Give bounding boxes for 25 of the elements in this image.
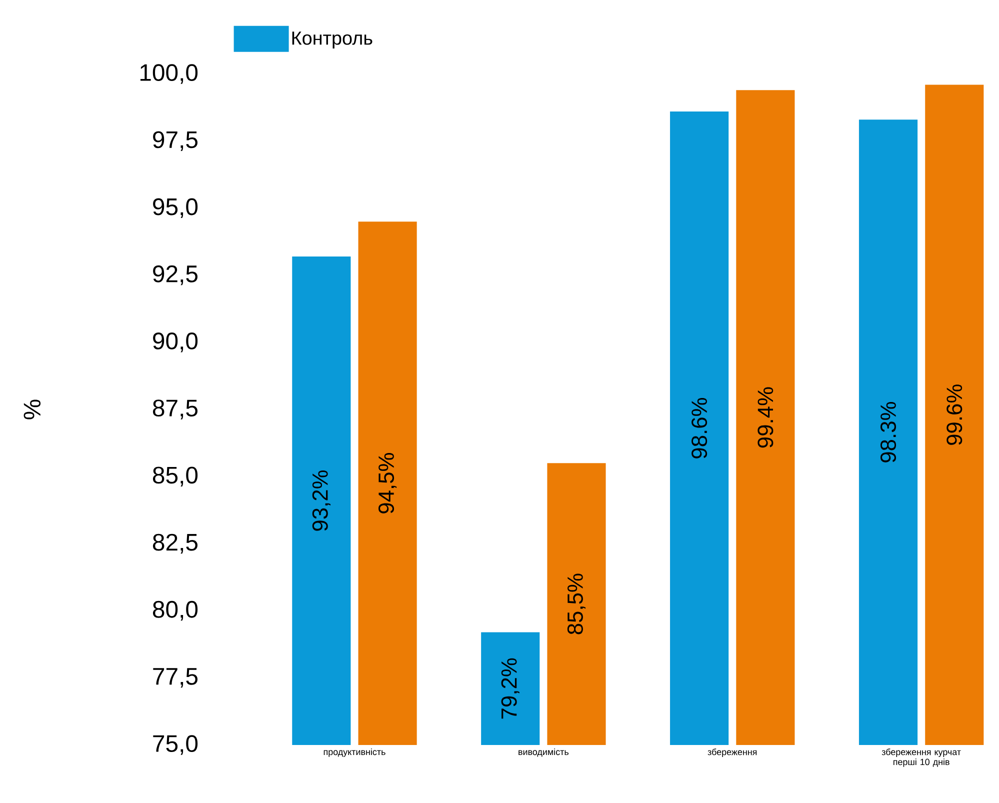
y-tick-label: 82,5 bbox=[152, 534, 198, 554]
data-label: 85,5% bbox=[567, 574, 586, 634]
x-tick-label: виводимість bbox=[518, 748, 569, 757]
x-tick-label: продуктивність bbox=[324, 748, 386, 757]
legend-label: Контроль bbox=[292, 32, 372, 49]
y-tick-label: 80,0 bbox=[152, 600, 198, 621]
x-tick-label: збереження курчат перші 10 днів bbox=[882, 748, 961, 767]
y-tick-label: 100,0 bbox=[140, 64, 198, 84]
y-tick-label: 75,0 bbox=[153, 735, 198, 755]
y-tick-label: 97,5 bbox=[153, 131, 198, 151]
data-label: 98.6% bbox=[692, 398, 708, 458]
data-label: 94,5% bbox=[378, 453, 397, 514]
data-label: 98.3% bbox=[880, 402, 896, 462]
data-label: 99.4% bbox=[758, 387, 774, 448]
y-tick-label: 87,5 bbox=[152, 400, 198, 420]
data-label: 93,2% bbox=[312, 470, 330, 531]
y-axis-title: % bbox=[24, 400, 41, 420]
y-tick-label: 92,5 bbox=[153, 265, 198, 286]
data-label: 99.6% bbox=[946, 384, 962, 445]
y-tick-label: 95,0 bbox=[153, 198, 198, 218]
data-label: 79,2% bbox=[501, 658, 520, 719]
y-tick-label: 90,0 bbox=[153, 332, 198, 352]
y-tick-label: 85,0 bbox=[152, 466, 198, 486]
y-tick-label: 77,5 bbox=[153, 668, 198, 688]
x-tick-label: збереження bbox=[708, 748, 757, 757]
